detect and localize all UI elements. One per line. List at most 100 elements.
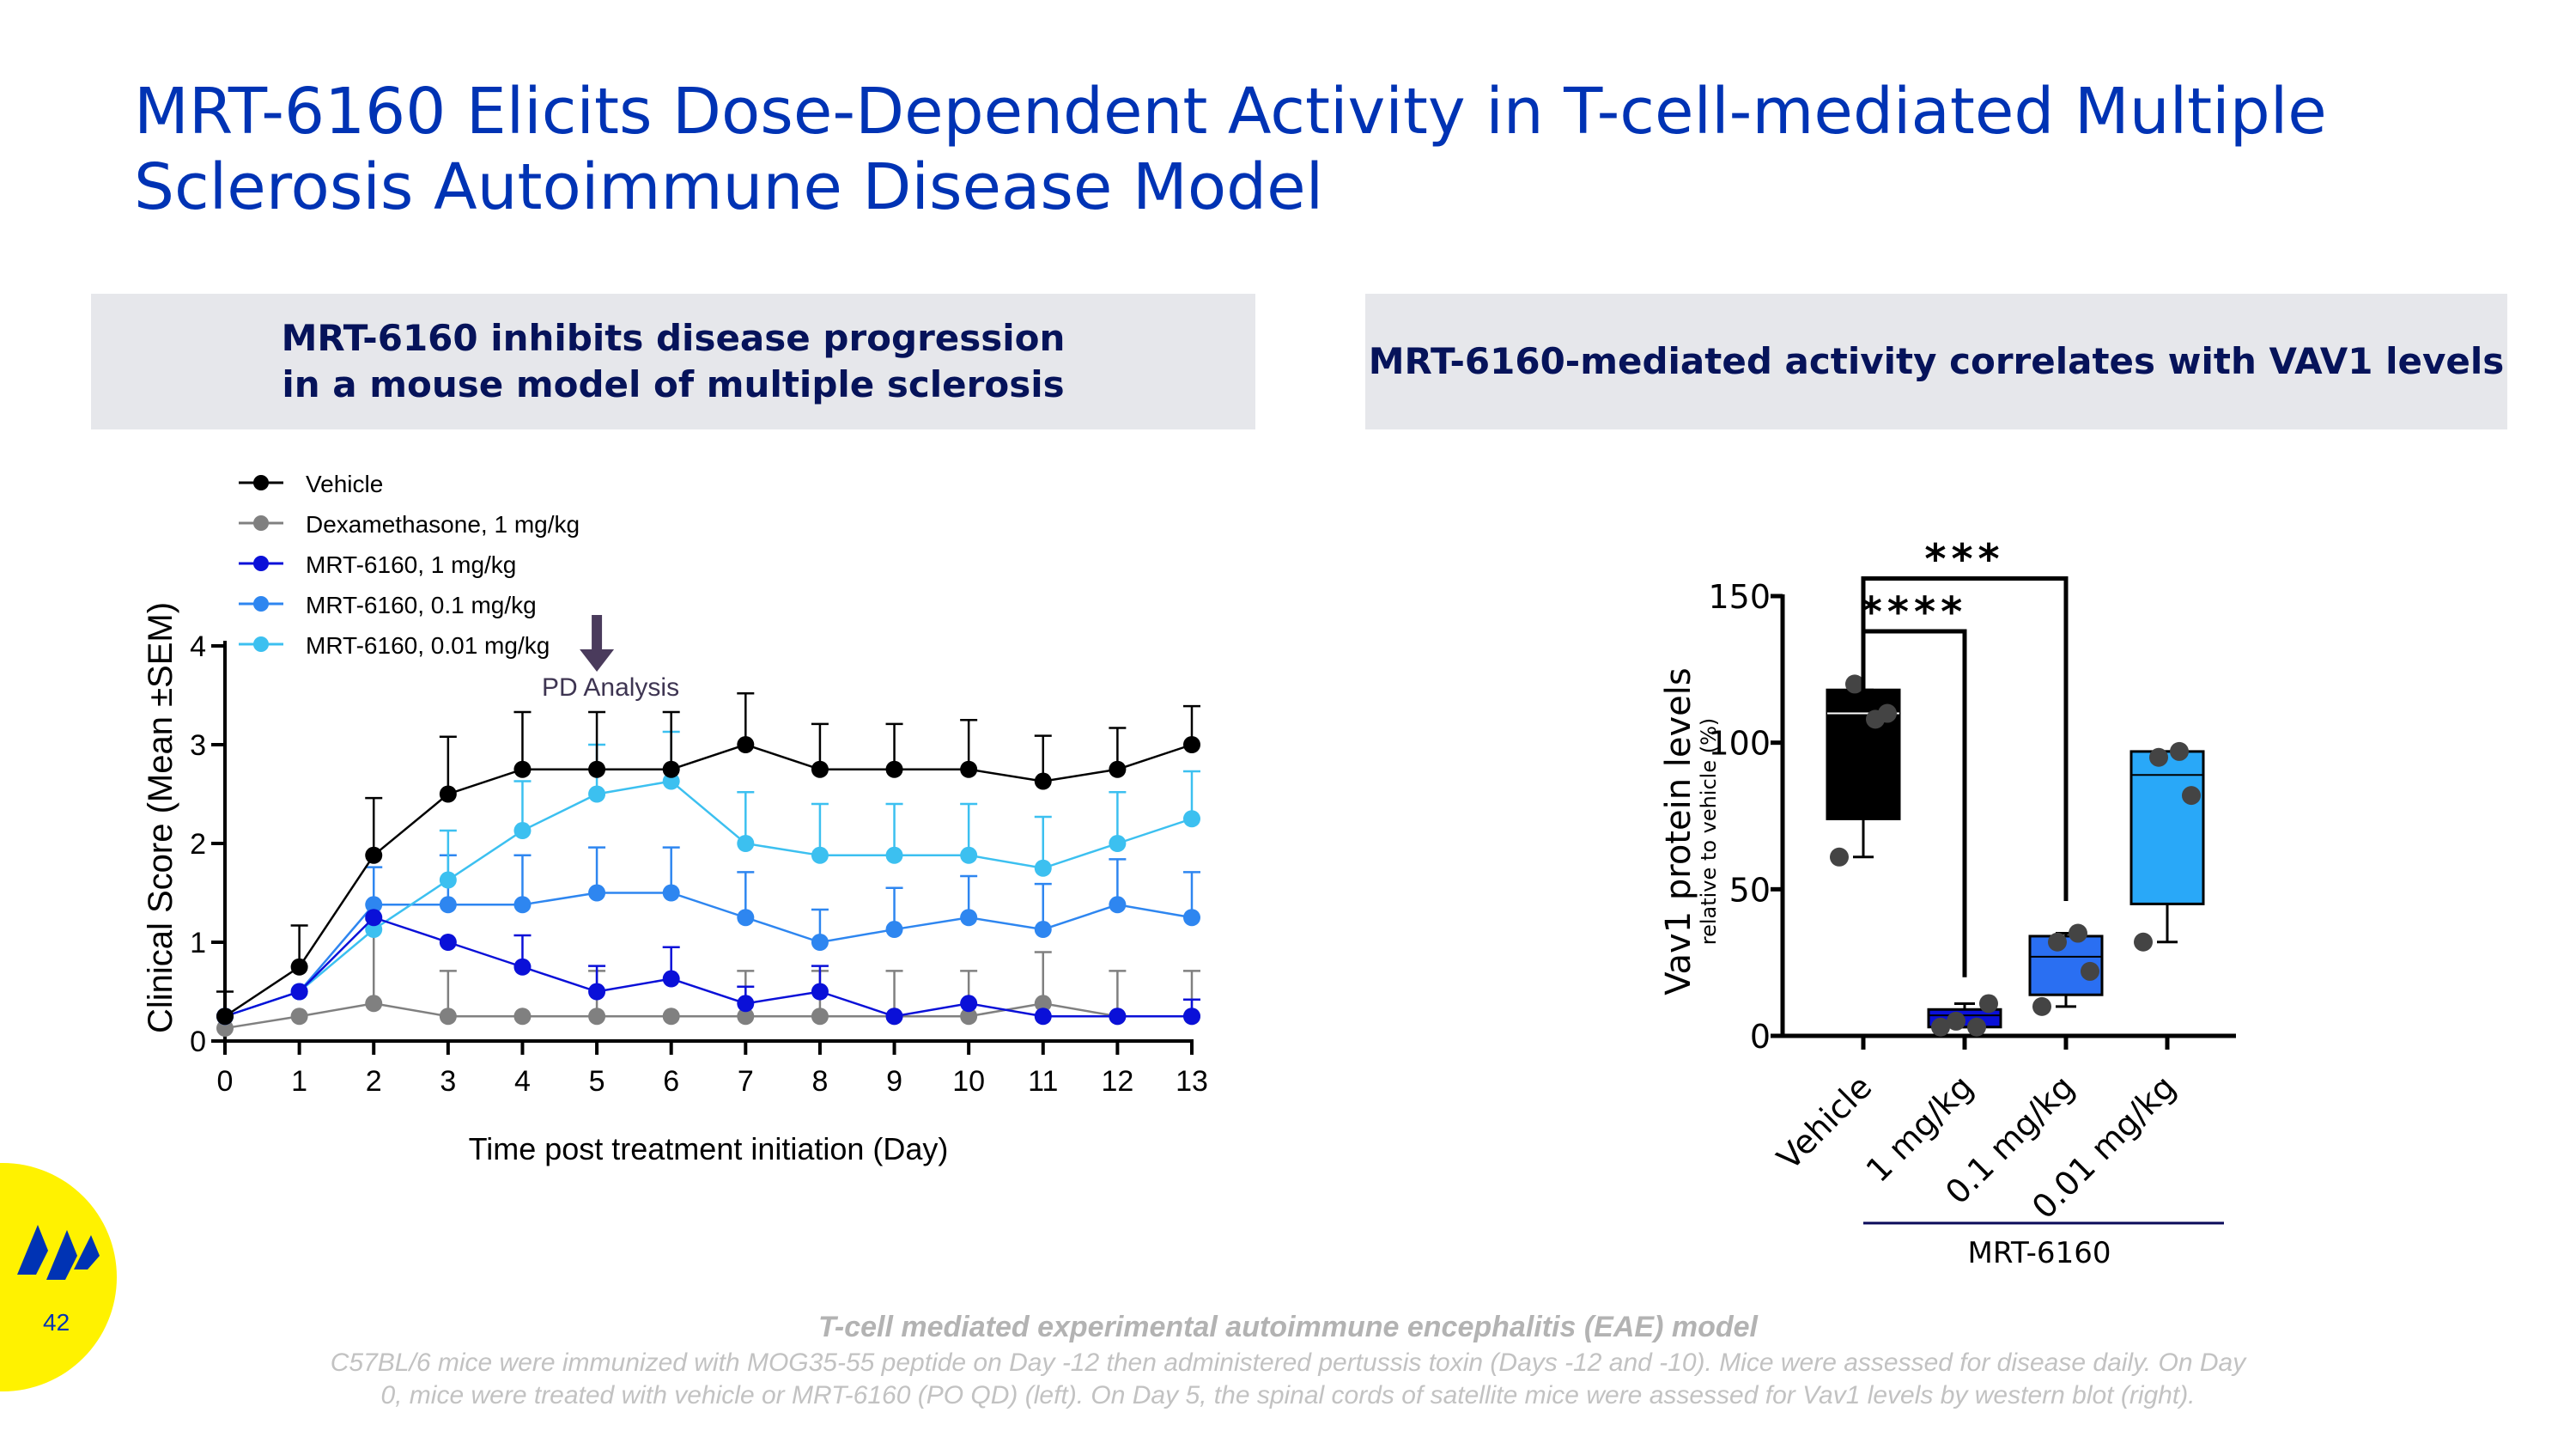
x-tick-label: 1 (291, 1065, 307, 1098)
data-point (737, 995, 755, 1013)
pd-analysis-arrow-head (580, 649, 615, 672)
footer-line-1: C57BL/6 mice were immunized with MOG35-5… (330, 1349, 2246, 1377)
company-logo-icon (17, 1225, 100, 1280)
x-tick-label: 2 (366, 1065, 382, 1098)
slide-title: MRT-6160 Elicits Dose-Dependent Activity… (134, 74, 2521, 225)
data-point (1866, 709, 1885, 729)
significance-bracket (1861, 576, 2069, 901)
y-tick-label: 4 (190, 630, 206, 663)
footer-title: T-cell mediated experimental autoimmune … (818, 1311, 1758, 1343)
data-point (2048, 932, 2067, 952)
x-tick-label: 0 (217, 1065, 234, 1098)
slide-title-line2: Sclerosis Autoimmune Disease Model (134, 150, 1324, 224)
box-0-01-mg-kg (2129, 741, 2205, 952)
series-line (224, 916, 1192, 1018)
x-tick-label: 12 (1101, 1065, 1133, 1098)
significance-label: *** (1924, 536, 2004, 584)
legend-label: Dexamethasone, 1 mg/kg (306, 511, 580, 538)
pd-analysis-arrow-shaft (592, 615, 603, 653)
data-point (960, 909, 978, 927)
data-point (513, 822, 532, 840)
y-tick-label: 0 (190, 1026, 206, 1058)
y-tick-label: 150 (1708, 578, 1771, 616)
series-vehicle (216, 691, 1200, 1026)
y-tick-label: 2 (190, 828, 206, 861)
data-point (588, 884, 606, 902)
data-point (662, 772, 680, 790)
x-tick-label: 7 (738, 1065, 754, 1098)
data-point (588, 785, 606, 803)
data-point (1183, 1008, 1200, 1026)
data-point (737, 736, 755, 753)
data-point (439, 785, 457, 803)
data-point (885, 846, 903, 864)
box-1-mg-kg (1927, 994, 2002, 1037)
x-tick-label: 9 (886, 1065, 902, 1098)
left-panel-line1: MRT-6160 inhibits disease progression (281, 317, 1066, 359)
box-0-1-mg-kg (2028, 923, 2104, 1016)
data-point (1967, 1017, 1986, 1037)
data-point (811, 760, 829, 778)
data-point (588, 760, 606, 778)
data-point (2032, 996, 2051, 1016)
data-point (737, 835, 755, 852)
data-point (1979, 994, 1998, 1014)
legend-marker (253, 556, 269, 571)
legend-label: Vehicle (306, 471, 383, 497)
y-axis-label: Vav1 protein levels (1659, 667, 1698, 995)
data-point (439, 1008, 457, 1026)
page-number: 42 (43, 1309, 70, 1336)
data-point (588, 983, 606, 1001)
data-point (1109, 1008, 1127, 1026)
right-panel-heading: MRT-6160-mediated activity correlates wi… (1368, 340, 2505, 382)
series-line (224, 1002, 1192, 1030)
data-point (513, 1008, 532, 1026)
y-tick-label: 100 (1708, 725, 1771, 763)
series-mrt-6160-0-1-mg-kg (216, 846, 1200, 1026)
legend-marker (253, 596, 269, 612)
y-tick-label: 50 (1729, 871, 1771, 909)
data-point (290, 1008, 308, 1026)
data-point (885, 1008, 903, 1026)
data-point (1183, 810, 1200, 828)
pd-analysis-label: PD Analysis (542, 673, 679, 702)
data-point (513, 896, 532, 914)
y-axis-label: Clinical Score (Mean ±SEM) (142, 602, 179, 1033)
y-axis-sublabel: relative to vehicle (%) (1697, 718, 1721, 946)
x-tick-label: 3 (440, 1065, 456, 1098)
data-point (2149, 747, 2168, 767)
group-label: MRT-6160 (1968, 1236, 2111, 1270)
data-point (885, 760, 903, 778)
data-point (662, 1008, 680, 1026)
series-line (224, 743, 1193, 1018)
box-vehicle (1826, 674, 1901, 867)
data-point (2170, 741, 2189, 761)
data-point (1109, 896, 1127, 914)
data-point (811, 846, 829, 864)
legend-marker (253, 515, 269, 531)
x-tick-label: 6 (663, 1065, 679, 1098)
data-point (2182, 786, 2201, 806)
x-tick-label: 10 (952, 1065, 985, 1098)
data-point (662, 760, 680, 778)
y-tick-label: 1 (190, 927, 206, 959)
data-point (2134, 932, 2153, 952)
data-point (737, 909, 755, 927)
data-point (811, 1008, 829, 1026)
data-point (960, 995, 978, 1013)
x-axis-label: Time post treatment initiation (Day) (469, 1131, 949, 1166)
data-point (811, 934, 829, 951)
legend-label: MRT-6160, 0.1 mg/kg (306, 592, 537, 618)
y-tick-label: 0 (1750, 1018, 1771, 1056)
left-panel-line2: in a mouse model of multiple sclerosis (282, 363, 1065, 405)
data-point (960, 1008, 978, 1026)
left-panel-header: MRT-6160 inhibits disease progression in… (91, 294, 1255, 429)
data-point (1034, 1008, 1052, 1026)
legend-label: MRT-6160, 0.01 mg/kg (306, 632, 550, 659)
data-point (960, 760, 978, 778)
data-point (1034, 859, 1052, 877)
legend-marker (253, 636, 269, 652)
data-point (2081, 961, 2099, 981)
data-point (365, 846, 383, 864)
